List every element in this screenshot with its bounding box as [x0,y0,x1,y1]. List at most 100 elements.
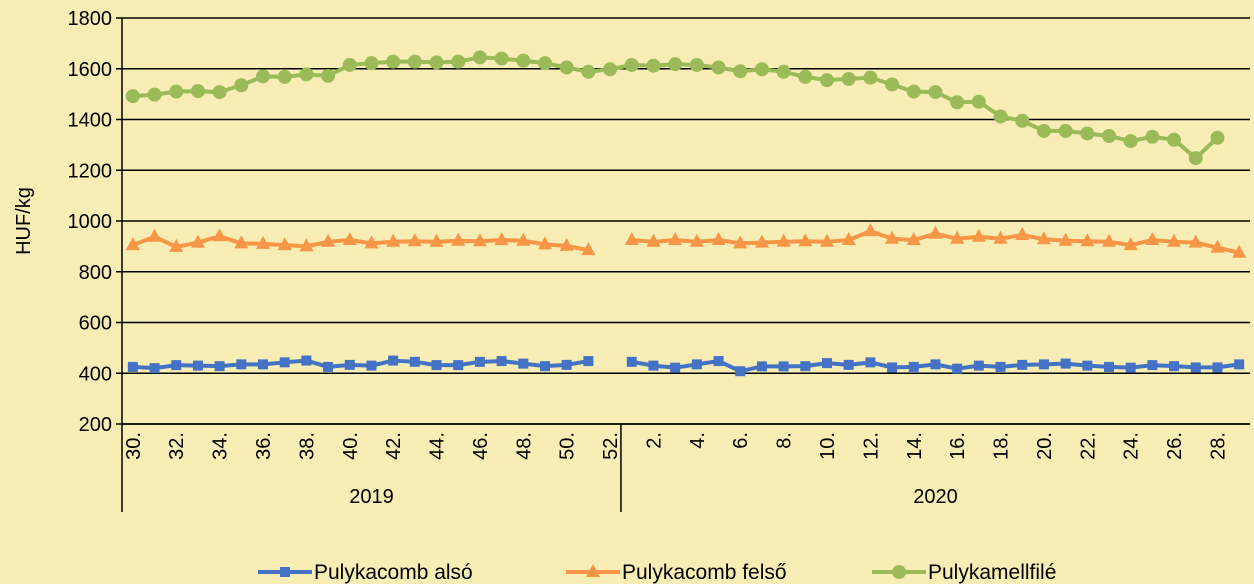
data-point [518,358,529,369]
data-point [583,356,594,367]
data-point [1060,358,1071,369]
data-point [754,234,769,248]
x-tick-label: 52. [600,432,622,460]
data-point [711,232,726,246]
data-point [386,54,401,69]
data-point [668,57,683,72]
data-point [1017,359,1028,370]
data-point [1036,231,1051,245]
data-point [277,237,292,251]
data-point [149,363,160,374]
data-point [1212,362,1223,373]
data-point [431,360,442,371]
data-point [928,225,943,239]
data-point [1169,361,1180,372]
data-point [516,232,531,246]
data-point [1102,233,1116,247]
data-point [586,564,600,577]
data-point [885,77,900,92]
data-point [559,237,574,251]
data-point [754,62,769,77]
x-tick-label: 28. [1207,432,1229,460]
data-point [1104,361,1114,372]
data-point [668,232,683,246]
data-point [364,235,379,249]
data-point [1058,123,1073,138]
data-point [299,238,314,252]
data-point [691,359,702,370]
series-line [132,229,1240,255]
data-point [407,54,422,69]
data-point [952,363,963,374]
x-tick-label: 34. [210,432,232,460]
y-tick-label: 1800 [68,8,113,30]
data-point [892,565,906,579]
data-point [147,228,162,242]
data-point [971,94,986,109]
y-tick-label: 1000 [68,211,113,233]
x-tick-label: 14. [904,432,926,460]
data-point [429,233,444,247]
x-tick-label: 38. [296,432,318,460]
data-point [1080,126,1095,141]
series-circle [125,50,1225,166]
data-point [236,359,247,370]
series-square [127,355,1245,377]
data-point [212,85,227,100]
data-point [1167,132,1182,147]
data-point [407,233,422,247]
data-point [1123,134,1138,149]
data-point [323,361,334,372]
data-point [1080,233,1095,247]
data-point [733,235,748,249]
data-point [1188,151,1203,166]
data-point [214,361,225,372]
data-point [258,359,268,370]
data-point [885,230,900,244]
data-point [234,78,249,93]
gridlines [116,17,1250,425]
y-tick-label: 1400 [68,110,113,132]
x-tick-label: 30. [123,432,145,460]
data-point [733,64,748,79]
data-point [538,236,552,250]
data-point [1167,233,1182,247]
data-point [841,71,856,86]
data-point [1015,113,1030,128]
data-point [516,53,531,68]
data-point [256,235,270,249]
x-tick-label: 12. [860,432,882,460]
data-point [212,228,227,242]
data-point [494,51,509,66]
y-tick-label: 800 [79,262,112,284]
data-point [342,57,357,72]
y-axis-label: HUF/kg [13,187,35,255]
data-point [279,357,290,368]
data-point [1190,362,1201,373]
x-tick-label: 46. [470,432,492,460]
data-point [930,359,941,370]
data-point [127,361,138,372]
data-point [559,60,574,75]
data-point [841,232,856,246]
y-tick-label: 1600 [68,59,113,81]
data-point [472,50,487,65]
series-line [132,55,1219,161]
data-point [670,362,681,373]
data-point [1210,130,1225,145]
data-point [474,356,485,367]
data-point [1123,237,1138,251]
x-tick-label: 16. [947,432,969,460]
data-point [1145,129,1160,144]
series-lines [125,50,1247,377]
data-point [386,233,401,247]
x-tick-label: 22. [1077,432,1099,460]
data-point [429,55,444,70]
data-point [993,230,1008,244]
data-point [603,62,618,77]
data-point [364,56,379,71]
x-tick-label: 2. [643,432,665,449]
data-point [906,232,921,246]
data-point [865,357,876,368]
